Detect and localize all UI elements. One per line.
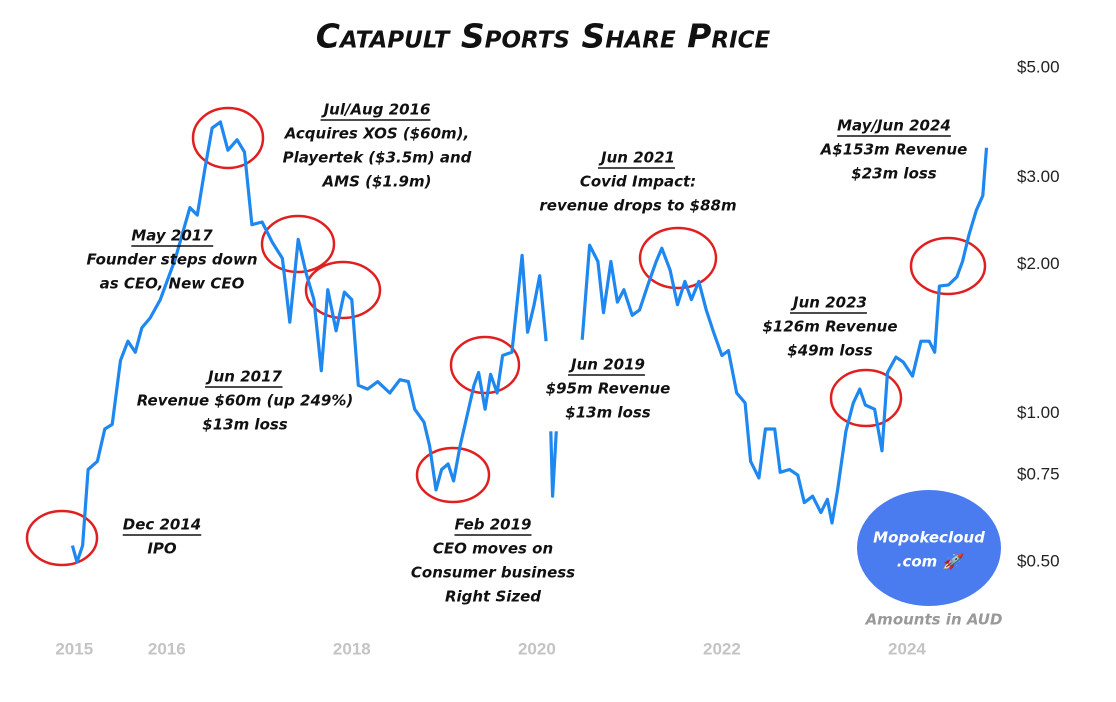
- price-line: [70, 120, 989, 564]
- annotation-title: Jun 2021: [598, 149, 675, 167]
- x-tick-label: 2015: [55, 639, 93, 658]
- highlight-circle: [449, 335, 521, 395]
- annotation-text: IPO: [147, 540, 177, 558]
- annotation-title: Jul/Aug 2016: [321, 101, 431, 119]
- watermark-text: Mopokecloud: [873, 529, 985, 547]
- annotation-text: $95m Revenue: [546, 380, 671, 398]
- chart-title: Catapult Sports Share Price: [316, 17, 771, 56]
- annotation-text: Founder steps down: [86, 251, 257, 269]
- annotation-text: revenue drops to $88m: [539, 197, 736, 215]
- x-tick-label: 2022: [703, 639, 741, 658]
- annotation-title: Jun 2017: [205, 368, 282, 386]
- y-tick-label: $1.00: [1017, 403, 1060, 422]
- watermark-badge: [857, 490, 1001, 606]
- annotation-title: May 2017: [131, 227, 213, 245]
- highlight-circle: [638, 226, 718, 290]
- x-tick-label: 2018: [333, 639, 371, 658]
- annotation-text: AMS ($1.9m): [322, 173, 432, 191]
- highlight-circles: [25, 106, 987, 567]
- y-tick-label: $2.00: [1017, 254, 1060, 273]
- note: Amounts in AUD: [865, 611, 1003, 629]
- y-tick-label: $0.75: [1017, 465, 1060, 484]
- annotation-text: $13m loss: [565, 404, 651, 422]
- annotation-text: as CEO, New CEO: [100, 275, 245, 293]
- highlight-circle: [829, 368, 903, 428]
- x-tick-label: 2016: [148, 639, 186, 658]
- annotation-text: Playertek ($3.5m) and: [283, 149, 472, 167]
- x-tick-label: 2020: [518, 639, 556, 658]
- annotation-text: CEO moves on: [433, 540, 553, 558]
- highlight-circle: [25, 509, 99, 567]
- annotation-title: May/Jun 2024: [837, 117, 951, 135]
- annotation-title: Jun 2023: [790, 294, 867, 312]
- highlight-circle: [415, 446, 491, 504]
- annotation-title: Jun 2019: [568, 356, 645, 374]
- annotation-text: Consumer business: [411, 564, 575, 582]
- y-tick-label: $0.50: [1017, 552, 1060, 571]
- highlight-circle: [909, 236, 987, 296]
- annotation-text: Acquires XOS ($60m),: [284, 125, 469, 143]
- annotation-text: $23m loss: [851, 165, 937, 183]
- annotation-text: Revenue $60m (up 249%): [137, 392, 354, 410]
- y-tick-label: $3.00: [1017, 167, 1060, 186]
- x-tick-label: 2024: [888, 639, 926, 658]
- highlight-circle: [304, 260, 382, 320]
- annotation-text: $13m loss: [202, 416, 288, 434]
- annotation-text: A$153m Revenue: [820, 141, 968, 159]
- annotation-text: Right Sized: [445, 588, 541, 606]
- highlight-circle: [191, 106, 265, 170]
- annotation-title: Dec 2014: [123, 516, 202, 534]
- watermark-text: .com 🚀: [897, 553, 965, 571]
- annotation-text: Covid Impact:: [580, 173, 696, 191]
- highlight-circle: [260, 214, 336, 274]
- annotation-title: Feb 2019: [455, 516, 532, 534]
- y-tick-label: $5.00: [1017, 58, 1060, 77]
- annotation-text: $126m Revenue: [762, 318, 897, 336]
- annotation-text: $49m loss: [787, 342, 873, 360]
